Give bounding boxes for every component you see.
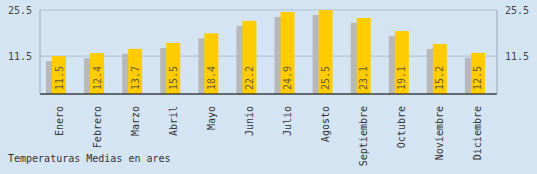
svg-text:23.1: 23.1: [358, 66, 369, 90]
svg-text:12.5: 12.5: [472, 66, 483, 90]
svg-text:11.5: 11.5: [505, 51, 529, 62]
svg-text:Mayo: Mayo: [206, 106, 217, 130]
html-text:Temperaturas Medias en ares: Temperaturas Medias en ares: [8, 153, 171, 164]
svg-text:Junio: Junio: [244, 106, 255, 136]
svg-text:11.5: 11.5: [54, 66, 65, 90]
svg-text:Abril: Abril: [168, 106, 179, 136]
svg-text:Enero: Enero: [54, 106, 65, 136]
svg-text:25.5: 25.5: [8, 5, 32, 16]
svg-text:15.2: 15.2: [434, 66, 445, 90]
svg-text:25.5: 25.5: [505, 5, 529, 16]
svg-text:18.4: 18.4: [206, 66, 217, 90]
svg-text:Julio: Julio: [282, 106, 293, 136]
svg-text:Febrero: Febrero: [92, 106, 103, 148]
svg-text:Octubre: Octubre: [396, 106, 407, 148]
svg-text:Septiembre: Septiembre: [358, 106, 369, 166]
svg-text:22.2: 22.2: [244, 66, 255, 90]
svg-text:25.5: 25.5: [320, 66, 331, 90]
svg-text:13.7: 13.7: [130, 66, 141, 90]
svg-text:19.1: 19.1: [396, 66, 407, 90]
svg-text:15.5: 15.5: [168, 66, 179, 90]
svg-text:Marzo: Marzo: [130, 106, 141, 136]
svg-text:11.5: 11.5: [8, 51, 32, 62]
svg-text:24.9: 24.9: [282, 66, 293, 90]
svg-text:12.4: 12.4: [92, 66, 103, 90]
svg-text:Noviembre: Noviembre: [434, 106, 445, 160]
svg-text:Agosto: Agosto: [320, 106, 331, 142]
svg-text:Diciembre: Diciembre: [472, 106, 483, 160]
